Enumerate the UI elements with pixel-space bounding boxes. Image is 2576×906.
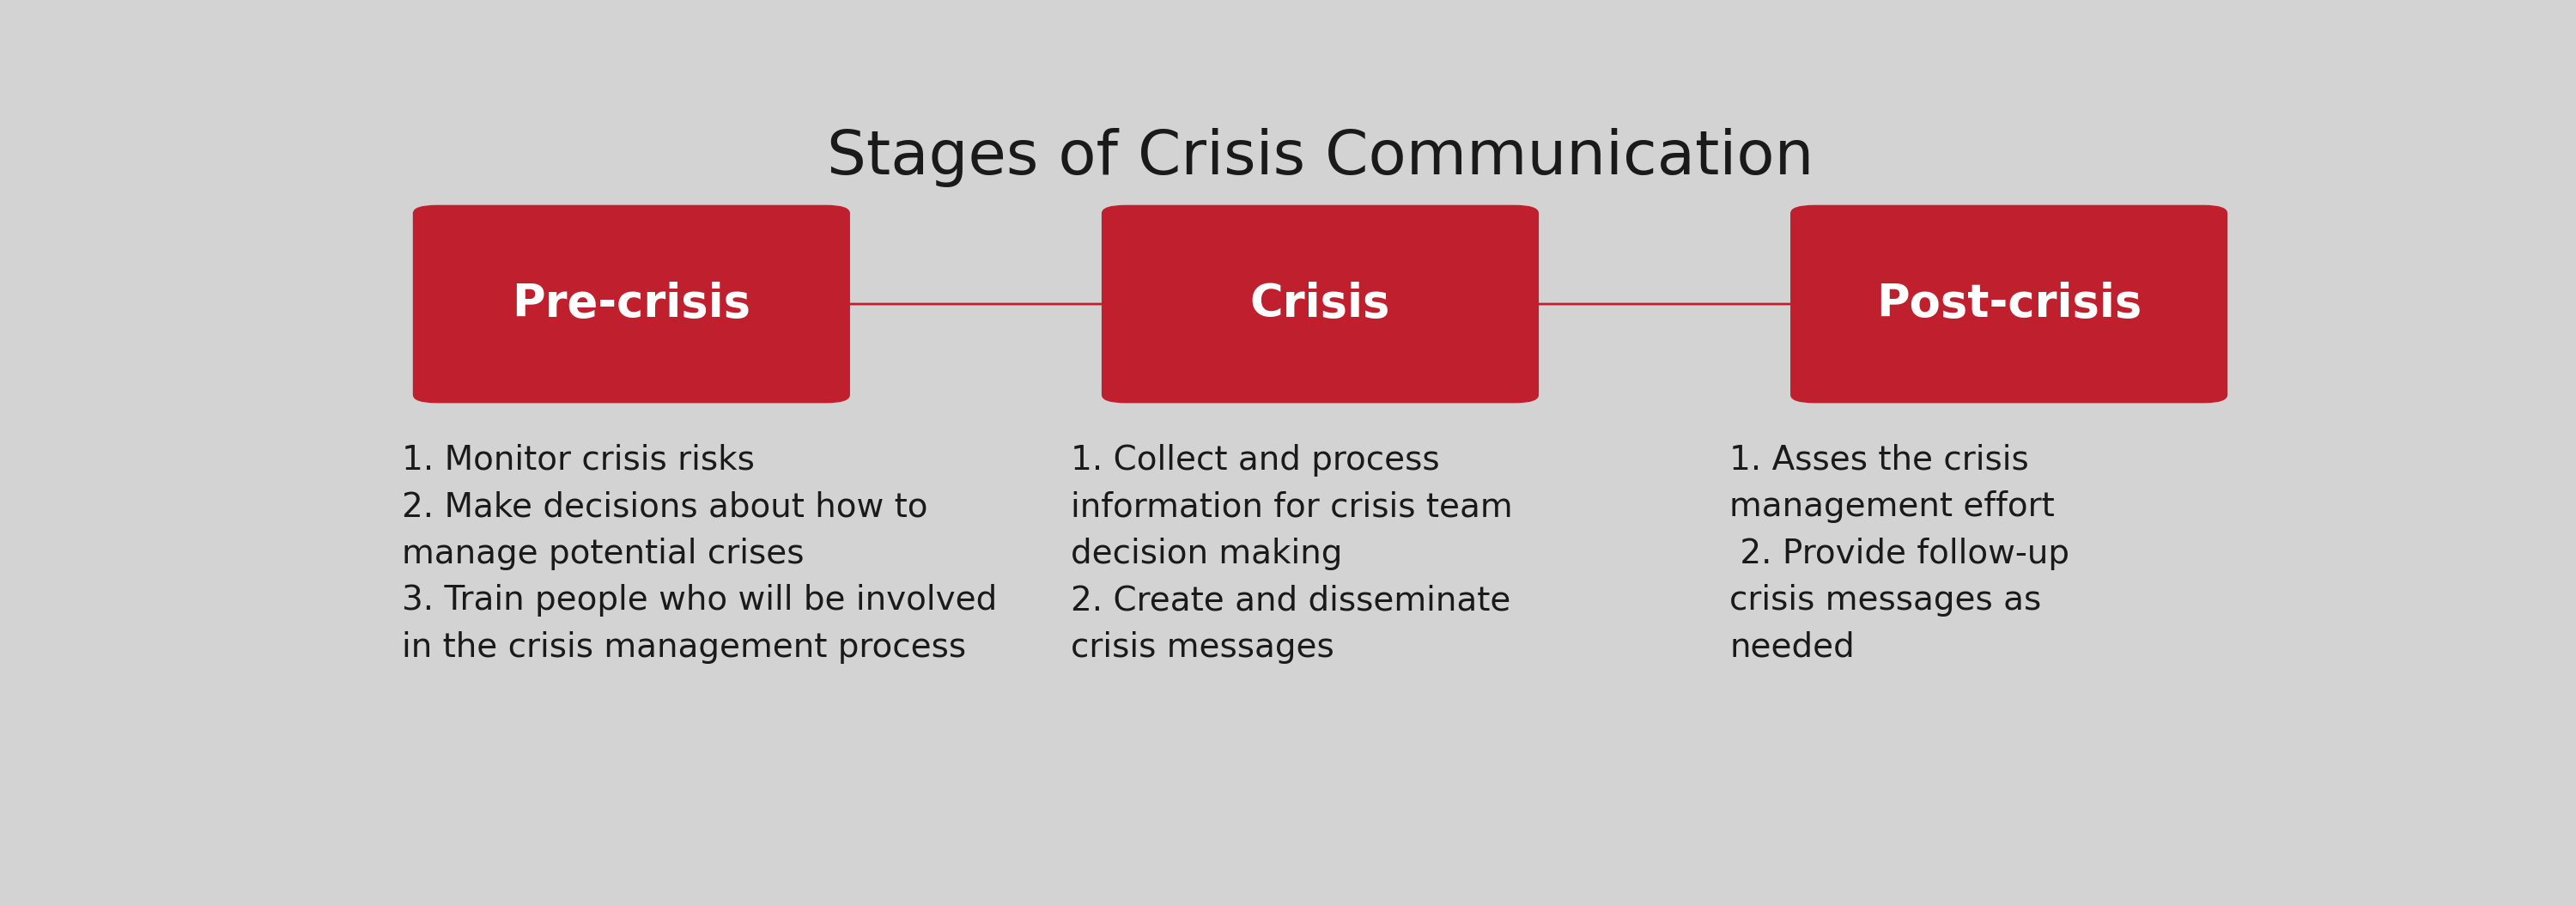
Text: 1. Asses the crisis
management effort
 2. Provide follow-up
crisis messages as
n: 1. Asses the crisis management effort 2.… (1728, 444, 2069, 663)
Text: Post-crisis: Post-crisis (1875, 282, 2141, 326)
Text: 1. Collect and process
information for crisis team
decision making
2. Create and: 1. Collect and process information for c… (1072, 444, 1512, 663)
Text: Crisis: Crisis (1249, 282, 1391, 326)
Text: 1. Monitor crisis risks
2. Make decisions about how to
manage potential crises
3: 1. Monitor crisis risks 2. Make decision… (402, 444, 997, 663)
Text: Stages of Crisis Communication: Stages of Crisis Communication (827, 128, 1814, 188)
Text: Pre-crisis: Pre-crisis (513, 282, 750, 326)
FancyBboxPatch shape (1790, 205, 2228, 403)
FancyBboxPatch shape (1103, 205, 1538, 403)
FancyBboxPatch shape (412, 205, 850, 403)
